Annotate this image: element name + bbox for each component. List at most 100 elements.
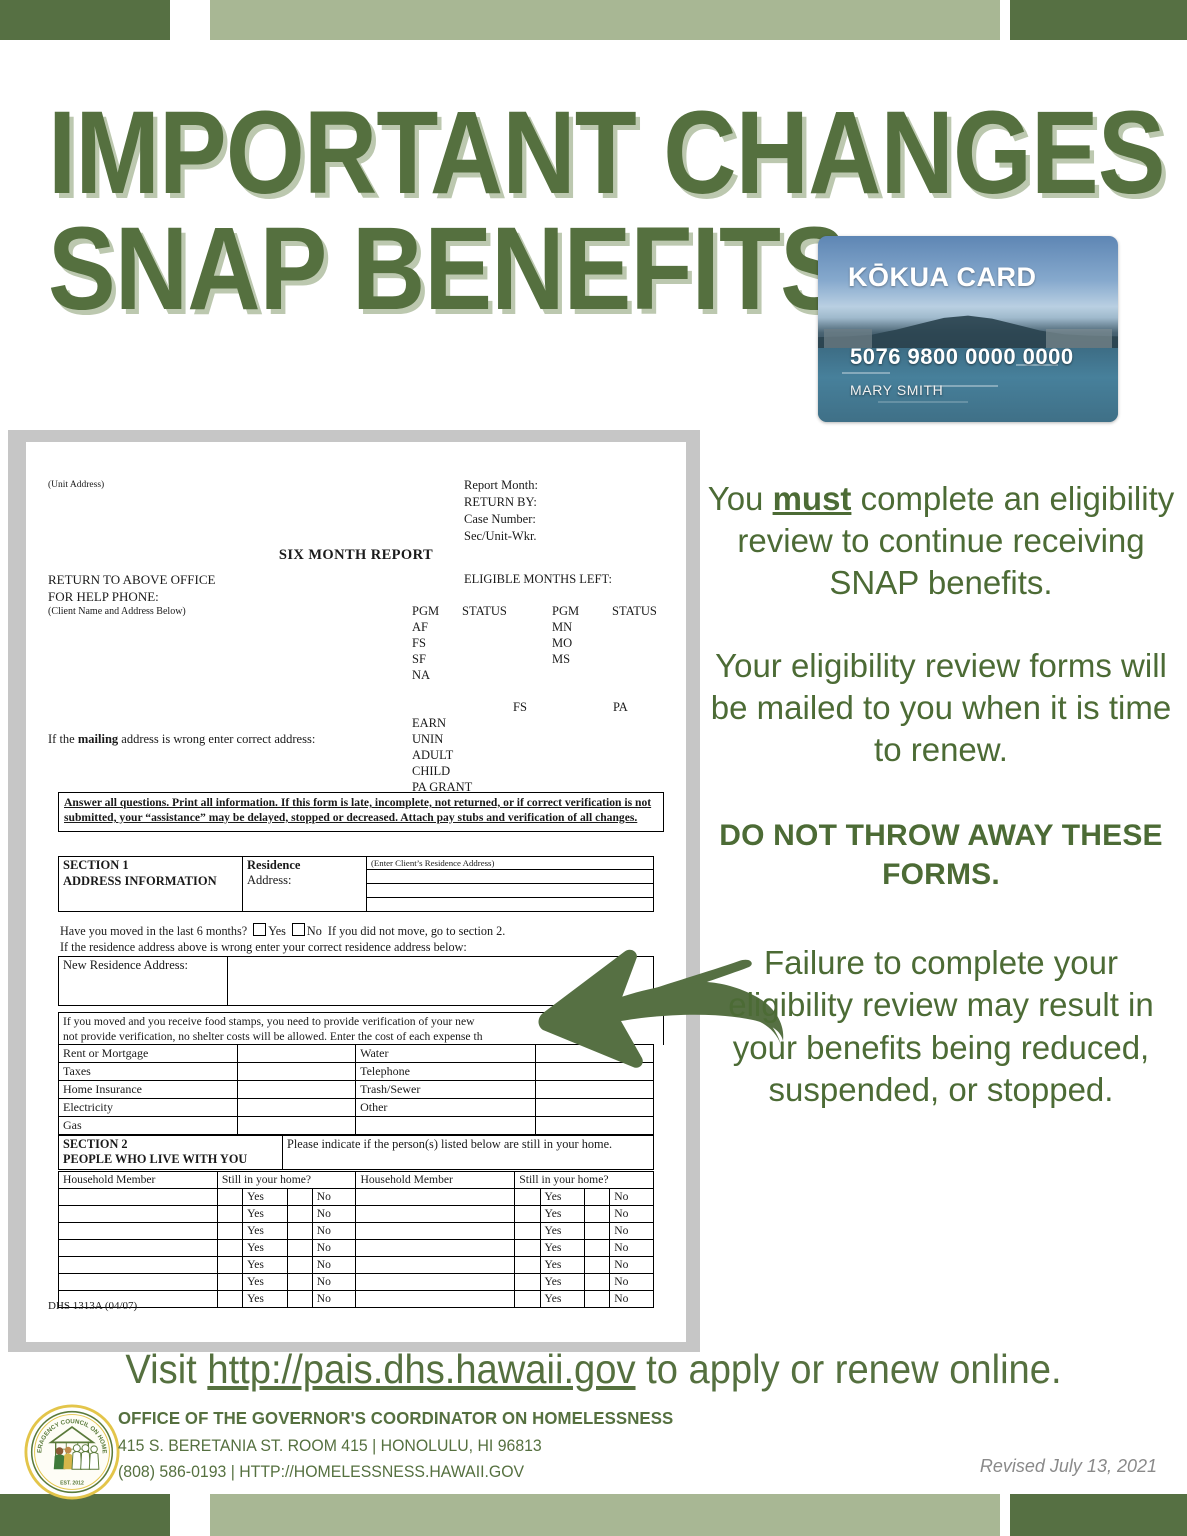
no-checkbox-cell[interactable] <box>583 1239 611 1257</box>
address-blank-line[interactable] <box>367 898 653 911</box>
section1-address-information: SECTION 1 ADDRESS INFORMATION Residence … <box>58 856 654 912</box>
household-member-input[interactable] <box>355 1188 516 1206</box>
no-checkbox-cell[interactable] <box>286 1222 313 1240</box>
table-header-row: Household Member Still in your home? Hou… <box>58 1171 654 1189</box>
yes-checkbox-cell[interactable] <box>514 1205 541 1223</box>
no-checkbox-cell[interactable] <box>583 1188 611 1206</box>
no-checkbox-cell[interactable] <box>583 1273 611 1291</box>
expense-label: Trash/Sewer <box>355 1080 536 1099</box>
residence-address-label-cell: Residence Address: <box>242 856 367 912</box>
table-row: Yes No Yes No <box>58 1205 654 1223</box>
yes-checkbox-cell[interactable] <box>514 1188 541 1206</box>
household-member-input[interactable] <box>355 1290 516 1308</box>
expense-value[interactable] <box>237 1116 357 1135</box>
expense-value[interactable] <box>237 1080 357 1099</box>
yes-label-cell: Yes <box>242 1188 288 1206</box>
yes-checkbox-cell[interactable] <box>514 1256 541 1274</box>
yes-checkbox-cell[interactable] <box>216 1239 244 1257</box>
section2-number: SECTION 2 <box>63 1137 128 1151</box>
visit-url-link[interactable]: http://pais.dhs.hawaii.gov <box>207 1346 636 1392</box>
expense-label: Gas <box>57 1116 239 1135</box>
address-blank-line[interactable] <box>367 884 653 898</box>
no-checkbox-cell[interactable] <box>286 1205 313 1223</box>
household-member-input[interactable] <box>355 1222 516 1240</box>
household-member-input[interactable] <box>58 1239 218 1257</box>
expense-value[interactable] <box>534 1062 655 1081</box>
no-checkbox-cell[interactable] <box>286 1256 313 1274</box>
city-buildings-right <box>1046 329 1112 350</box>
yes-label-cell: Yes <box>539 1256 585 1274</box>
expense-value[interactable] <box>237 1044 357 1063</box>
expenses-table: Rent or Mortgage Water Taxes Telephone H… <box>57 1044 655 1135</box>
no-checkbox-cell[interactable] <box>583 1222 611 1240</box>
bottom-bar-center <box>210 1494 1000 1536</box>
wave-line <box>932 384 998 387</box>
yes-checkbox-cell[interactable] <box>514 1290 541 1308</box>
household-member-input[interactable] <box>355 1239 516 1257</box>
seal-bottom-text: EST. 2012 <box>60 1481 84 1487</box>
pa-column-label: PA <box>613 700 628 714</box>
visit-prefix: Visit <box>125 1346 208 1392</box>
no-checkbox-cell[interactable] <box>286 1188 313 1206</box>
yes-checkbox-cell[interactable] <box>216 1222 244 1240</box>
six-month-report-form-image: (Unit Address) Report Month: RETURN BY: … <box>8 430 700 1352</box>
yes-label-cell: Yes <box>242 1205 288 1223</box>
msg1-prefix: You <box>707 480 773 517</box>
no-checkbox-cell[interactable] <box>583 1205 611 1223</box>
move-note-line-1: If you moved and you receive food stamps… <box>63 1015 475 1028</box>
household-member-input[interactable] <box>58 1205 218 1223</box>
address-blank-line[interactable] <box>367 870 653 884</box>
no-checkbox-cell[interactable] <box>583 1290 611 1308</box>
yes-checkbox-cell[interactable] <box>514 1273 541 1291</box>
table-row: Yes No Yes No <box>58 1222 654 1240</box>
yes-checkbox-cell[interactable] <box>514 1222 541 1240</box>
visit-suffix: to apply or renew online. <box>635 1346 1062 1392</box>
household-member-input[interactable] <box>58 1222 218 1240</box>
residence-address-entry-cell[interactable]: (Enter Client’s Residence Address) <box>366 856 654 912</box>
yes-label-cell: Yes <box>539 1273 585 1291</box>
bottom-bar-left <box>0 1494 170 1536</box>
expense-value[interactable] <box>237 1098 357 1117</box>
residence-label: Address: <box>247 873 292 887</box>
no-label-cell: No <box>311 1222 357 1240</box>
household-member-input[interactable] <box>58 1256 218 1274</box>
moved-no-checkbox[interactable] <box>291 923 305 936</box>
no-checkbox-cell[interactable] <box>286 1273 313 1291</box>
new-residence-entry[interactable] <box>227 956 654 1006</box>
table-row: Rent or Mortgage Water <box>57 1044 655 1063</box>
yes-checkbox-cell[interactable] <box>216 1205 244 1223</box>
household-member-input[interactable] <box>355 1273 516 1291</box>
yes-checkbox-cell[interactable] <box>514 1239 541 1257</box>
mailing-note-post: address is wrong enter correct address: <box>118 732 316 746</box>
household-member-header: Household Member <box>355 1171 516 1189</box>
table-row: Yes No Yes No <box>58 1256 654 1274</box>
expense-value[interactable] <box>534 1098 655 1117</box>
moved-followup-label: If you did not move, go to section 2. <box>327 924 506 938</box>
household-member-input[interactable] <box>58 1273 218 1291</box>
expense-value[interactable] <box>534 1044 655 1063</box>
expense-value[interactable] <box>534 1116 655 1135</box>
expense-label: Water <box>355 1044 536 1063</box>
yes-checkbox-cell[interactable] <box>216 1256 244 1274</box>
card-title: KŌKUA CARD <box>848 262 1037 292</box>
organization-address: 415 S. BERETANIA ST. ROOM 415 | HONOLULU… <box>118 1437 542 1455</box>
wave-line <box>842 371 890 374</box>
no-checkbox-cell[interactable] <box>286 1290 313 1308</box>
expense-value[interactable] <box>534 1080 655 1099</box>
new-residence-label: New Residence Address: <box>58 956 228 1006</box>
top-bar-right <box>1010 0 1187 40</box>
no-checkbox-cell[interactable] <box>583 1256 611 1274</box>
no-label-cell: No <box>609 1256 654 1274</box>
yes-checkbox-cell[interactable] <box>216 1290 244 1308</box>
yes-checkbox-cell[interactable] <box>216 1273 244 1291</box>
pgm-row: AF <box>412 620 428 634</box>
household-member-input[interactable] <box>355 1205 516 1223</box>
msg1-suffix: complete an eligibility review to contin… <box>737 480 1175 602</box>
no-checkbox-cell[interactable] <box>286 1239 313 1257</box>
household-member-input[interactable] <box>58 1188 218 1206</box>
message-failure-consequences: Failure to complete your eligibility rev… <box>728 944 1154 1108</box>
expense-value[interactable] <box>237 1062 357 1081</box>
yes-checkbox-cell[interactable] <box>216 1188 244 1206</box>
moved-yes-checkbox[interactable] <box>253 923 267 936</box>
household-member-input[interactable] <box>355 1256 516 1274</box>
